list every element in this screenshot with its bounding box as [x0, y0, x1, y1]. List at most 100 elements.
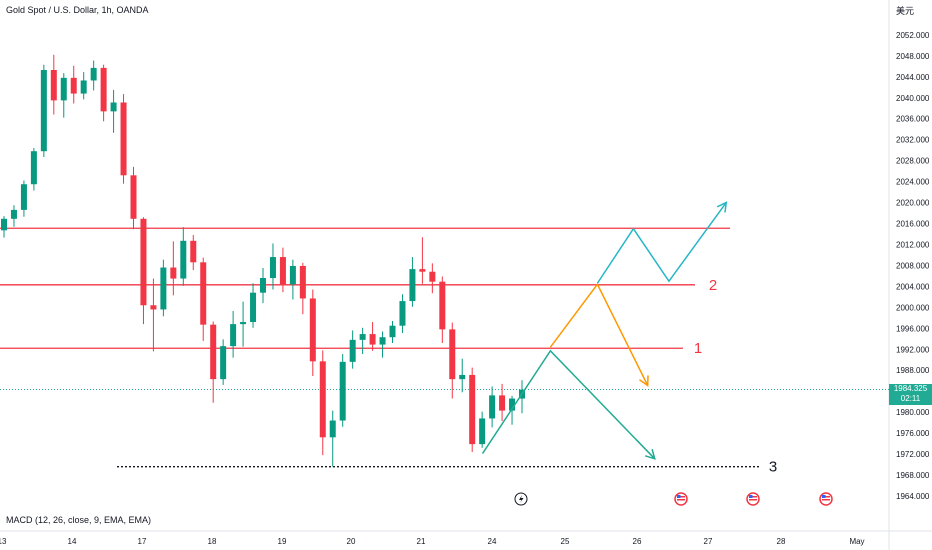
price-tick-label: 2040.000: [896, 94, 930, 103]
price-tick-label: 2020.000: [896, 199, 930, 208]
candle-body: [439, 281, 446, 330]
price-tick-label: 1988.000: [896, 366, 930, 375]
price-axis[interactable]: 1964.000 1968.000 1972.000 1976.000 1980.000…: [896, 31, 930, 501]
candle-body: [419, 269, 426, 272]
candle-body: [409, 269, 416, 302]
price-tick-label: 2048.000: [896, 52, 930, 61]
time-tick-label: 26: [633, 537, 642, 546]
candle-body: [289, 265, 296, 285]
chart-title: Gold Spot / U.S. Dollar, 1h, OANDA: [6, 5, 149, 15]
price-tick-label: 2052.000: [896, 31, 930, 40]
candle-body: [20, 184, 27, 210]
price-tick-label: 1992.000: [896, 345, 930, 354]
orange-projection-path[interactable]: [549, 282, 649, 386]
candle-body: [70, 77, 77, 94]
bar-countdown: 02:11: [900, 394, 921, 403]
teal-projection-path[interactable]: [596, 202, 727, 284]
candle-body: [349, 339, 356, 362]
us-flag-event-icon[interactable]: [746, 492, 760, 506]
candle-body: [40, 69, 47, 152]
candle-body: [1, 218, 7, 231]
candle-body: [459, 374, 466, 380]
time-tick-label: 17: [138, 537, 147, 546]
time-tick-label: 14: [68, 537, 77, 546]
price-tick-label: 2008.000: [896, 261, 930, 270]
candle-body: [499, 395, 506, 411]
candle-body: [309, 298, 316, 362]
candle-body: [230, 324, 237, 347]
candle-body: [379, 337, 386, 345]
price-tick-label: 2036.000: [896, 115, 930, 124]
level-label-1: 1: [694, 340, 702, 357]
orange-arrowhead: [639, 375, 649, 387]
candle-body: [30, 151, 37, 185]
candle-body: [160, 267, 167, 310]
candle-body: [90, 67, 97, 81]
time-tick-label: 18: [208, 537, 217, 546]
price-tick-label: 2032.000: [896, 136, 930, 145]
candle-body: [60, 77, 67, 101]
candle-body: [110, 102, 117, 112]
level-labels: 1 2 3: [694, 277, 777, 476]
candle-body: [240, 322, 247, 325]
green-arrowhead: [644, 448, 656, 460]
time-tick-label: 25: [561, 537, 570, 546]
candle-body: [140, 218, 147, 306]
time-tick-label: 21: [417, 537, 426, 546]
candle-body: [170, 267, 177, 279]
candle-body: [369, 334, 376, 345]
candle-body: [10, 209, 17, 219]
us-flag-event-icon[interactable]: [674, 492, 688, 506]
time-tick-label: 27: [704, 537, 713, 546]
candle-body: [449, 329, 456, 380]
candle-body: [120, 102, 127, 176]
level-label-3: 3: [769, 459, 777, 476]
candle-body: [200, 262, 207, 325]
projection-paths[interactable]: [481, 201, 728, 460]
candle-body: [389, 325, 396, 338]
candle-body: [509, 398, 516, 411]
price-tick-label: 2024.000: [896, 178, 930, 187]
price-tick-label: 1980.000: [896, 408, 930, 417]
event-markers[interactable]: [514, 492, 833, 506]
candle-body: [180, 240, 187, 279]
us-flag-event-icon[interactable]: [819, 492, 833, 506]
green-projection-path[interactable]: [481, 349, 656, 460]
candle-body: [100, 67, 107, 112]
time-tick-label: 19: [278, 537, 287, 546]
candle-body: [269, 257, 276, 279]
current-price-badge: 1984.325 02:11: [889, 384, 932, 405]
time-tick-label: 28: [777, 537, 786, 546]
candle-body: [279, 257, 286, 285]
price-tick-label: 1964.000: [896, 492, 930, 501]
price-tick-label: 2004.000: [896, 282, 930, 291]
level-label-2: 2: [709, 277, 717, 294]
price-tick-label: 2044.000: [896, 73, 930, 82]
candle-body: [150, 305, 157, 310]
candle-body: [479, 418, 486, 445]
time-axis[interactable]: 13 14 17 18 19 20 21 24 25 26 27 28 May: [0, 537, 865, 546]
candle-body: [329, 420, 336, 438]
price-tick-label: 2016.000: [896, 220, 930, 229]
time-tick-label: 13: [0, 537, 7, 546]
price-tick-label: 1976.000: [896, 429, 930, 438]
candle-body: [399, 301, 406, 326]
candle-body: [50, 69, 57, 101]
price-tick-label: 2000.000: [896, 303, 930, 312]
candle-body: [190, 240, 197, 263]
current-price-value: 1984.325: [893, 384, 928, 393]
horizontal-levels[interactable]: [0, 227, 889, 468]
price-tick-label: 2028.000: [896, 157, 930, 166]
candle-body: [359, 334, 366, 340]
candle-body: [250, 292, 257, 323]
candle-body: [319, 361, 326, 438]
candle-body: [80, 80, 87, 94]
price-tick-label: 1996.000: [896, 324, 930, 333]
price-tick-label: 2012.000: [896, 240, 930, 249]
candle-body: [220, 346, 227, 380]
price-tick-label: 1972.000: [896, 450, 930, 459]
lightning-event-icon[interactable]: [514, 492, 528, 506]
macd-indicator-label[interactable]: MACD (12, 26, close, 9, EMA, EMA): [6, 515, 152, 525]
candle-body: [260, 278, 266, 293]
